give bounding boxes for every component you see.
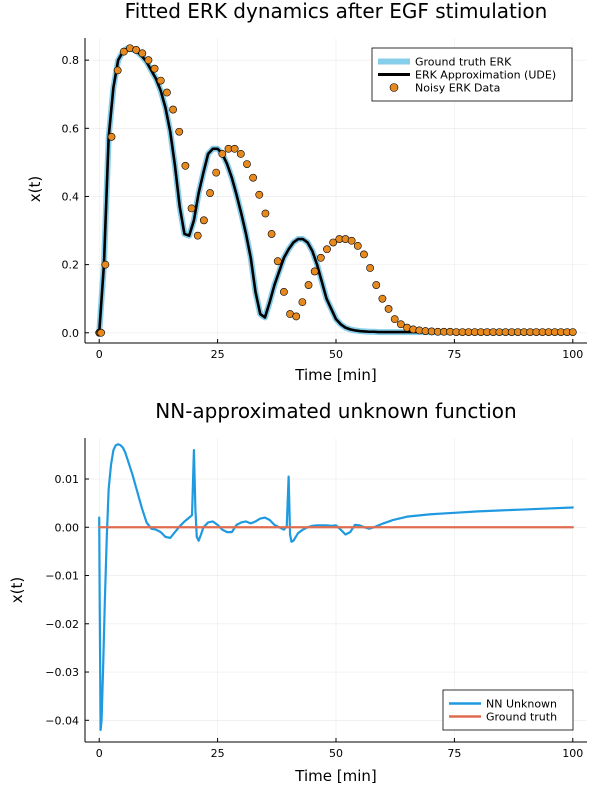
data-point bbox=[193, 231, 202, 240]
data-point bbox=[150, 64, 159, 73]
x-tick-label: 100 bbox=[562, 348, 583, 361]
data-point bbox=[175, 127, 184, 136]
x-axis-label: Time [min] bbox=[294, 767, 376, 785]
data-point bbox=[144, 56, 153, 65]
data-point bbox=[372, 281, 381, 289]
x-ticks: 0 25 50 75 100 bbox=[96, 339, 583, 361]
y-ticks: −0.04 −0.03 −0.02 −0.01 0.00 0.01 bbox=[45, 473, 89, 727]
x-tick-label: 100 bbox=[562, 747, 583, 760]
y-tick-label: −0.03 bbox=[45, 666, 79, 679]
x-tick-label: 0 bbox=[96, 348, 103, 361]
data-point bbox=[206, 189, 214, 197]
y-axis-label: x(t) bbox=[8, 577, 26, 603]
legend-swatch bbox=[389, 83, 399, 92]
data-point bbox=[280, 287, 288, 296]
y-tick-label: 0.6 bbox=[62, 122, 80, 135]
data-point bbox=[323, 245, 331, 254]
data-point bbox=[187, 204, 196, 213]
y-tick-label: −0.02 bbox=[45, 618, 79, 631]
data-point bbox=[119, 47, 128, 56]
data-point bbox=[132, 46, 141, 54]
x-tick-label: 75 bbox=[447, 348, 461, 361]
legend-item: Ground truth ERK bbox=[378, 56, 512, 69]
data-point bbox=[107, 132, 116, 141]
legend-item: Ground truth bbox=[449, 711, 557, 724]
data-point bbox=[199, 216, 208, 225]
x-tick-label: 50 bbox=[329, 747, 343, 760]
data-point bbox=[316, 253, 325, 262]
plot-marks bbox=[95, 44, 577, 337]
legend-item: Noisy ERK Data bbox=[389, 82, 500, 95]
data-point bbox=[113, 66, 122, 75]
panel-nn-unknown: NN-approximated unknown function 0 25 50 75… bbox=[8, 399, 587, 785]
data-point bbox=[396, 320, 405, 329]
y-tick-label: 0.01 bbox=[55, 473, 80, 486]
data-point bbox=[243, 160, 251, 168]
x-ticks: 0 25 50 75 100 bbox=[96, 738, 583, 760]
y-tick-label: −0.04 bbox=[45, 714, 79, 727]
legend-label: Noisy ERK Data bbox=[415, 82, 500, 95]
legend-label: Ground truth bbox=[486, 711, 557, 724]
series-noisy-erk-data bbox=[95, 44, 577, 337]
x-tick-label: 75 bbox=[447, 747, 461, 760]
data-point bbox=[181, 161, 190, 170]
data-point bbox=[97, 328, 106, 337]
data-point bbox=[163, 88, 171, 97]
x-tick-label: 50 bbox=[329, 348, 343, 361]
x-axis-label: Time [min] bbox=[294, 366, 376, 384]
y-tick-label: −0.01 bbox=[45, 570, 79, 583]
data-point bbox=[261, 209, 270, 218]
data-point bbox=[298, 298, 307, 307]
data-point bbox=[347, 236, 356, 245]
data-point bbox=[255, 190, 264, 199]
y-tick-label: 0.2 bbox=[62, 259, 80, 272]
x-tick-label: 0 bbox=[96, 747, 103, 760]
data-point bbox=[304, 281, 313, 289]
data-point bbox=[292, 312, 301, 321]
data-point bbox=[156, 76, 165, 85]
y-tick-label: 0.4 bbox=[62, 190, 80, 203]
series-line-nn-unknown bbox=[98, 443, 574, 732]
x-tick-label: 25 bbox=[211, 348, 225, 361]
legend-box bbox=[442, 689, 574, 731]
data-point bbox=[273, 257, 282, 266]
data-point bbox=[236, 149, 245, 158]
data-point bbox=[212, 168, 221, 177]
data-point bbox=[390, 315, 399, 324]
chart-title: NN-approximated unknown function bbox=[155, 399, 516, 423]
data-point bbox=[360, 250, 368, 259]
legend-label: Ground truth ERK bbox=[415, 56, 512, 69]
data-point bbox=[267, 230, 276, 238]
data-point bbox=[310, 267, 319, 276]
legend-item: NN Unknown bbox=[449, 698, 557, 711]
data-point bbox=[218, 149, 227, 158]
panel-erk-dynamics: Fitted ERK dynamics after EGF stimulatio… bbox=[26, 0, 587, 384]
data-point bbox=[384, 305, 393, 313]
y-axis-label: x(t) bbox=[26, 176, 44, 202]
y-tick-label: 0.00 bbox=[55, 521, 80, 534]
data-point bbox=[568, 328, 577, 336]
data-point bbox=[353, 241, 362, 250]
y-tick-label: 0.0 bbox=[62, 327, 80, 340]
data-point bbox=[249, 173, 258, 182]
x-tick-label: 25 bbox=[211, 747, 225, 760]
data-point bbox=[138, 49, 147, 58]
data-point bbox=[101, 260, 110, 269]
data-point bbox=[169, 105, 177, 114]
data-point bbox=[366, 264, 374, 272]
plot-marks bbox=[98, 443, 574, 732]
y-ticks: 0.0 0.2 0.4 0.6 0.8 bbox=[62, 54, 89, 340]
y-tick-label: 0.8 bbox=[62, 54, 80, 67]
chart-title: Fitted ERK dynamics after EGF stimulatio… bbox=[125, 0, 548, 23]
data-point bbox=[329, 238, 338, 247]
legend-label: ERK Approximation (UDE) bbox=[415, 69, 556, 82]
data-point bbox=[230, 144, 239, 153]
legend-item: ERK Approximation (UDE) bbox=[378, 69, 556, 82]
data-point bbox=[378, 294, 387, 303]
legend-label: NN Unknown bbox=[486, 698, 557, 711]
